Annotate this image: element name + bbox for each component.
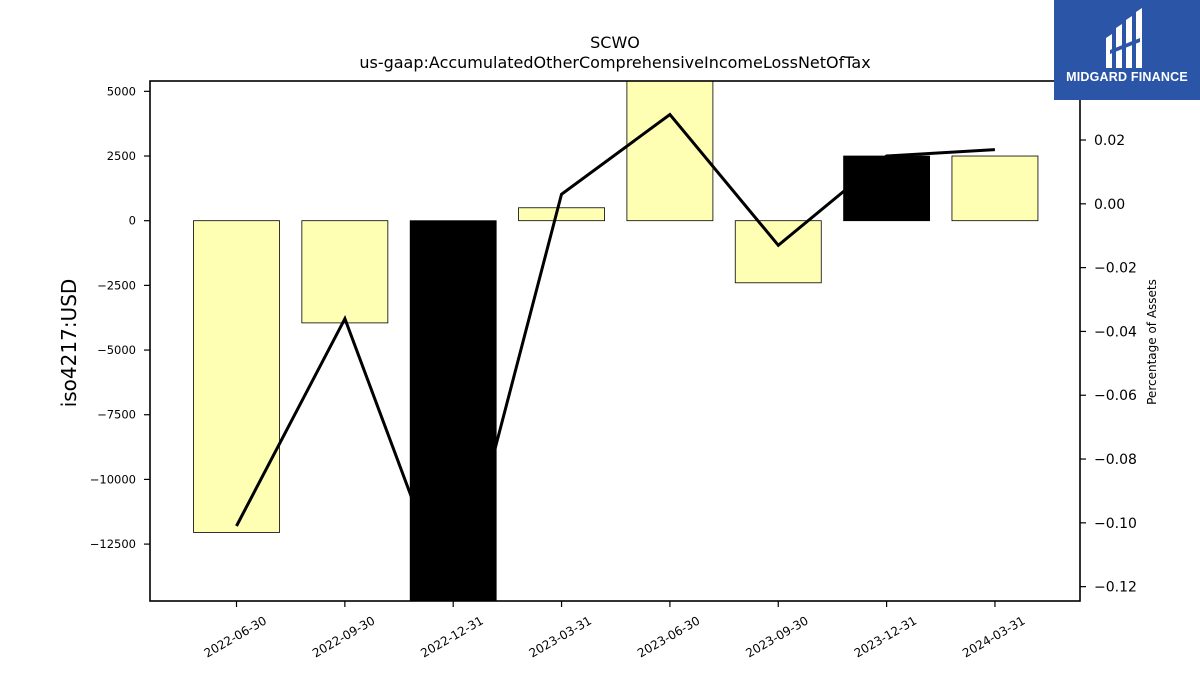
y2-tick-label: 0.02 xyxy=(1094,133,1125,149)
x-tick-label: 2022-06-30 xyxy=(202,613,269,660)
y2-tick-label: −0.10 xyxy=(1094,516,1137,532)
bar xyxy=(193,220,280,533)
midgard-logo-icon xyxy=(1106,8,1142,68)
y2-tick-label: −0.02 xyxy=(1094,261,1137,277)
y-tick-label: 0 xyxy=(129,214,136,228)
y2-tick-label: −0.08 xyxy=(1094,452,1137,468)
y-tick-label: 2500 xyxy=(107,149,136,163)
y2-tick-label: −0.04 xyxy=(1094,324,1137,340)
y-tick-label: −5000 xyxy=(97,343,136,357)
y-tick-label: −7500 xyxy=(97,408,136,422)
bar xyxy=(409,220,497,601)
bar xyxy=(301,220,389,324)
chart-title: SCWO xyxy=(590,33,640,52)
x-tick-label: 2024-03-31 xyxy=(960,613,1027,660)
x-tick-label: 2023-12-31 xyxy=(852,613,919,660)
y2-tick-label: 0.00 xyxy=(1094,197,1125,213)
bar xyxy=(843,155,930,222)
percentage-line xyxy=(235,112,995,601)
logo-text: MIDGARD FINANCE xyxy=(1066,70,1188,84)
bar xyxy=(518,207,605,222)
x-tick-label: 2023-09-30 xyxy=(743,613,810,660)
plot-frame xyxy=(149,80,1081,602)
y-tick-label: 5000 xyxy=(107,84,136,98)
y-tick-label: −12500 xyxy=(90,537,136,551)
y2-tick-label: −0.06 xyxy=(1094,388,1137,404)
chart-subtitle: us-gaap:AccumulatedOtherComprehensiveInc… xyxy=(359,53,870,72)
y-tick-label: −2500 xyxy=(97,278,136,292)
x-tick-label: 2022-09-30 xyxy=(310,613,377,660)
y2-axis-label: Percentage of Assets xyxy=(1145,279,1159,405)
y-tick-label: −10000 xyxy=(90,472,136,486)
y-axis-label: iso4217:USD xyxy=(57,279,81,408)
x-tick-label: 2022-12-31 xyxy=(418,613,485,660)
bar xyxy=(734,220,822,284)
x-tick-label: 2023-06-30 xyxy=(635,613,702,660)
midgard-finance-logo: MIDGARD FINANCE xyxy=(1054,0,1200,100)
y2-tick-label: −0.12 xyxy=(1094,580,1137,596)
bar xyxy=(951,155,1039,222)
x-tick-label: 2023-03-31 xyxy=(527,613,594,660)
